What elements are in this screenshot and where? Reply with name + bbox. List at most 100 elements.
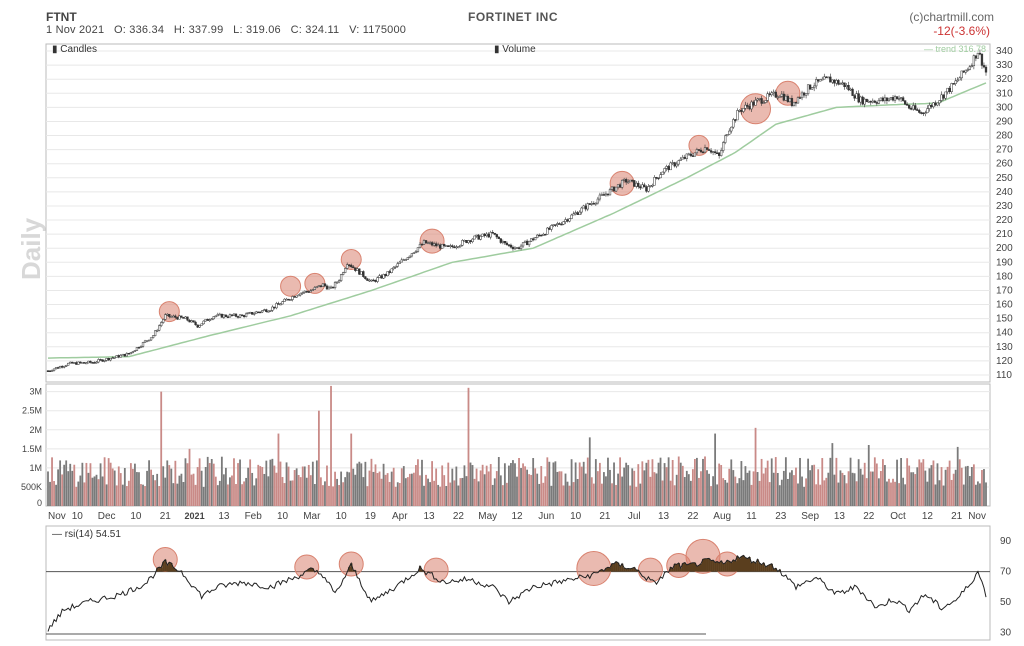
volume-bar xyxy=(89,463,92,506)
price-tick-label: 210 xyxy=(996,229,1013,240)
x-tick-label: 21 xyxy=(951,511,963,522)
volume-bar xyxy=(698,477,700,506)
rsi-overbought-fill xyxy=(734,561,737,572)
volume-bar xyxy=(344,477,347,506)
volume-bar xyxy=(305,477,308,506)
candle-body xyxy=(455,246,458,249)
rsi-overbought-fill xyxy=(352,570,355,572)
volume-bar xyxy=(588,437,591,506)
highlight-circle xyxy=(740,93,772,125)
volume-bar xyxy=(59,460,62,506)
copyright-label[interactable]: (c)chartmill.com xyxy=(909,10,994,24)
volume-bar xyxy=(659,457,662,506)
candle-body xyxy=(218,313,221,316)
volume-bar xyxy=(829,457,832,506)
candle-body xyxy=(867,101,870,103)
candle-body xyxy=(859,96,862,103)
candle-body xyxy=(784,95,788,101)
candle-body xyxy=(83,362,86,364)
candle-body xyxy=(279,303,282,306)
volume-bar xyxy=(756,472,759,506)
candle-body xyxy=(97,359,100,363)
candle-body xyxy=(307,291,310,293)
candle-body xyxy=(147,339,151,342)
volume-bar xyxy=(435,468,438,506)
price-tick-label: 120 xyxy=(996,356,1013,367)
candle-body xyxy=(188,319,191,323)
volume-bar xyxy=(637,464,640,506)
volume-bar xyxy=(358,461,361,506)
x-tick-label: 22 xyxy=(453,511,465,522)
candle-body xyxy=(291,296,294,300)
candle-body xyxy=(364,276,367,280)
volume-bar xyxy=(182,482,185,506)
volume-bar xyxy=(218,480,221,506)
rsi-overbought-fill xyxy=(716,561,719,572)
volume-bar xyxy=(894,481,896,506)
candle-body xyxy=(127,353,131,355)
x-tick-label: 13 xyxy=(218,511,230,522)
volume-bar xyxy=(859,468,862,506)
candle-body xyxy=(184,316,187,319)
volume-bar xyxy=(566,481,569,506)
candle-body xyxy=(665,166,668,169)
volume-bar xyxy=(570,459,573,506)
candle-body xyxy=(540,234,543,237)
candle-body xyxy=(374,279,377,282)
volume-bar xyxy=(119,473,122,506)
rsi-overbought-fill xyxy=(695,566,699,572)
candle-body xyxy=(938,100,941,104)
candle-body xyxy=(447,245,450,247)
candle-body xyxy=(350,264,353,268)
candle-body xyxy=(948,87,951,92)
volume-bar xyxy=(615,484,617,506)
candle-body xyxy=(556,223,559,225)
volume-bar xyxy=(107,458,110,506)
volume-bar xyxy=(938,480,941,506)
rsi-overbought-fill xyxy=(677,562,680,572)
candle-body xyxy=(202,320,205,325)
candle-body xyxy=(914,105,917,110)
candle-body xyxy=(111,357,114,359)
volume-bar xyxy=(376,473,379,506)
candle-body xyxy=(829,76,832,83)
volume-bar xyxy=(912,472,915,506)
candle-body xyxy=(899,97,903,99)
candle-body xyxy=(394,265,397,268)
candle-body xyxy=(532,238,535,241)
candle-body xyxy=(752,101,755,106)
volume-bar xyxy=(491,484,494,506)
candle-body xyxy=(736,110,739,121)
volume-bar xyxy=(542,482,545,506)
volume-bar xyxy=(598,462,601,506)
x-tick-label: Jun xyxy=(538,511,554,522)
volume-bar xyxy=(467,387,470,506)
candle-body xyxy=(246,312,250,315)
candle-body xyxy=(222,314,226,318)
candle-body xyxy=(984,66,988,73)
volume-bar xyxy=(362,477,365,506)
volume-bar xyxy=(449,482,452,506)
volume-bar xyxy=(942,485,945,506)
rsi-overbought-fill xyxy=(625,568,628,572)
volume-bar xyxy=(890,482,892,506)
candle-body xyxy=(52,368,56,371)
rsi-overbought-fill xyxy=(693,562,697,572)
volume-bar xyxy=(817,469,820,506)
candle-body xyxy=(240,314,244,317)
volume-bar xyxy=(789,472,791,506)
volume-bar xyxy=(408,473,411,506)
candle-body xyxy=(287,298,290,301)
x-tick-label: Nov xyxy=(968,511,986,522)
candle-body xyxy=(424,240,428,244)
candle-body xyxy=(341,272,345,275)
candle-body xyxy=(776,96,779,99)
candle-body xyxy=(263,309,266,311)
volume-bar xyxy=(445,485,448,506)
candle-body xyxy=(786,95,790,102)
volume-bar xyxy=(170,468,173,506)
price-tick-label: 290 xyxy=(996,116,1013,127)
candle-body xyxy=(608,189,612,196)
candle-body xyxy=(718,152,721,156)
